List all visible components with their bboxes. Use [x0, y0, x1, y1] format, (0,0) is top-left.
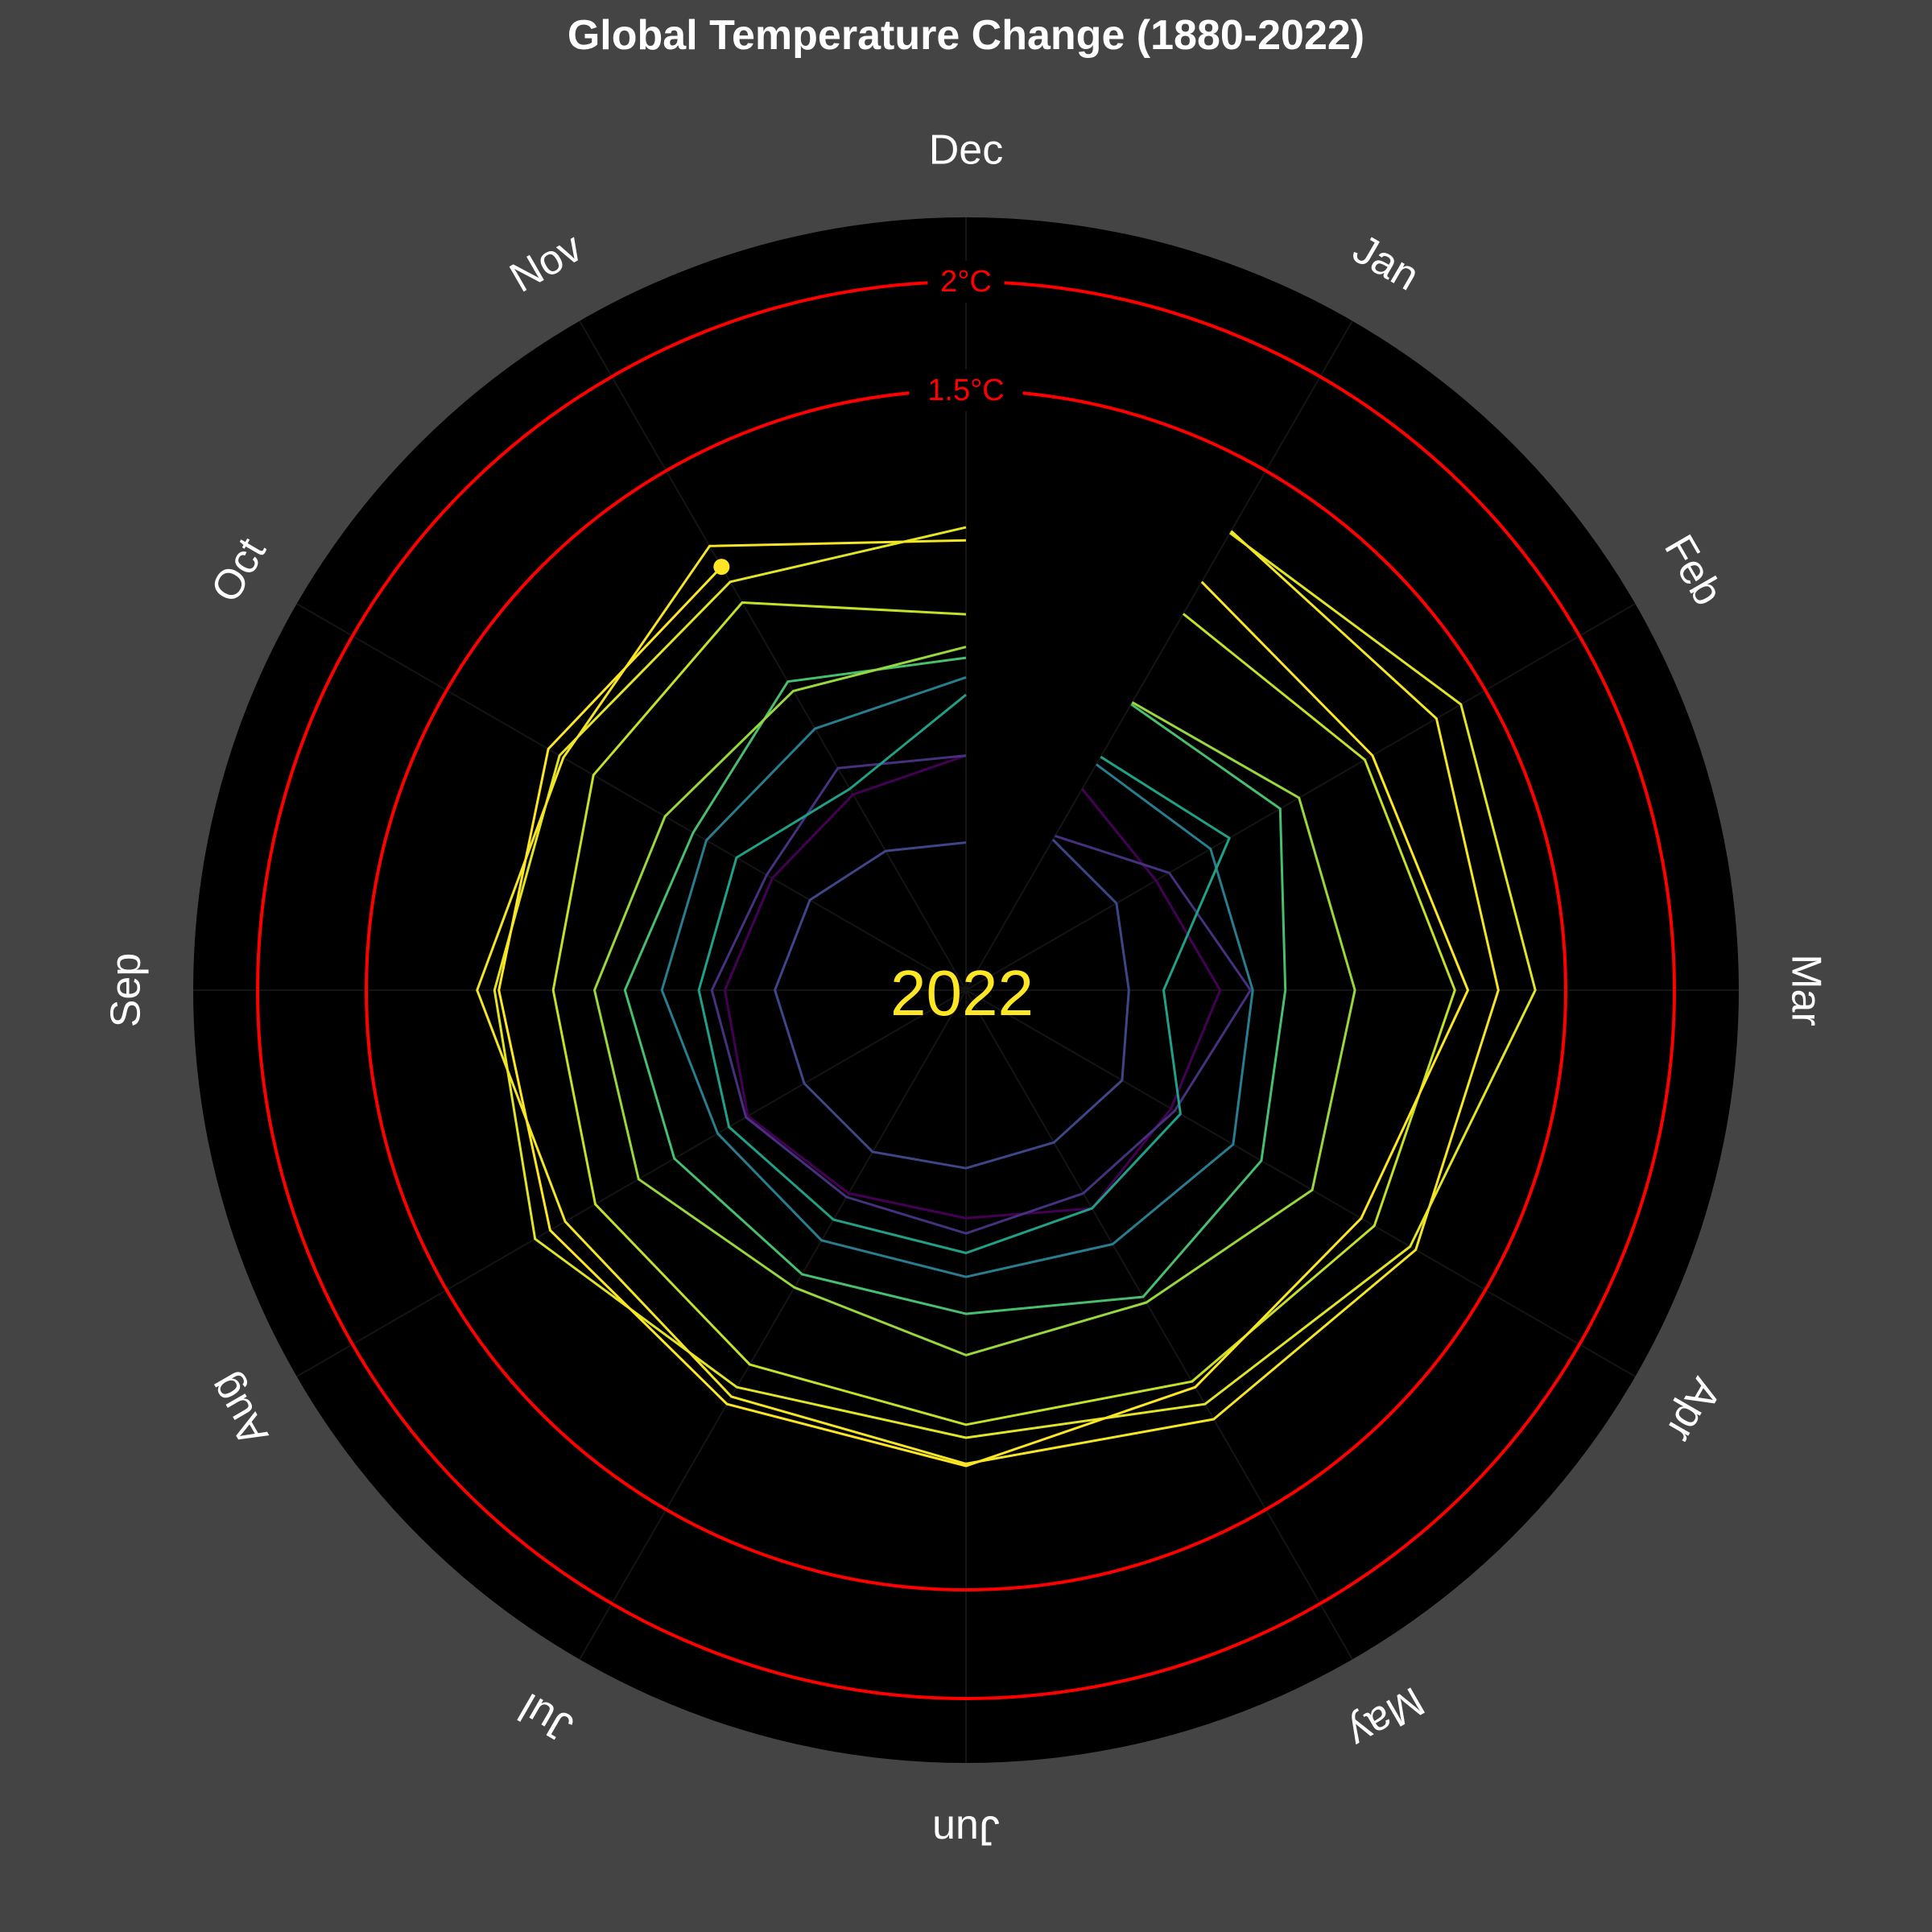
- year-line-2016: [493, 526, 1537, 1439]
- year-line-2020: [476, 530, 1500, 1465]
- current-point-layer: [713, 559, 730, 576]
- current-year-label: 2022: [890, 957, 1034, 1029]
- year-line-1880: [724, 754, 1222, 1220]
- month-label-mar: Mar: [1782, 954, 1829, 1026]
- year-line-1960: [697, 693, 1231, 1254]
- gridline-jan: [965, 320, 1353, 991]
- year-line-2010: [551, 601, 1456, 1426]
- month-gridlines: [193, 217, 1739, 1763]
- ring-label-2c: 2°C: [940, 265, 992, 299]
- reference-rings: 1.5°C 2°C: [256, 261, 1676, 1700]
- gridline-apr: [965, 989, 1636, 1377]
- month-label-nov: Nov: [502, 224, 590, 301]
- year-line-1900: [710, 754, 1252, 1235]
- current-point-marker: [713, 559, 730, 576]
- year-line-2022: [497, 566, 1469, 1468]
- gridline-may: [965, 989, 1353, 1660]
- gridline-nov: [579, 320, 967, 991]
- gridline-aug: [296, 989, 967, 1377]
- ring-label-1-5c: 1.5°C: [927, 374, 1004, 407]
- month-label-feb: Feb: [1655, 527, 1732, 613]
- month-label-sep: Sep: [103, 953, 150, 1028]
- chart-title: Global Temperature Change (1880-2022): [567, 12, 1365, 59]
- month-label-jun: Jun: [932, 1806, 1000, 1853]
- gridline-feb: [965, 603, 1636, 991]
- year-lines: [476, 526, 1537, 1468]
- month-label-aug: Aug: [200, 1366, 277, 1454]
- month-label-dec: Dec: [929, 127, 1003, 174]
- month-label-apr: Apr: [1657, 1370, 1730, 1450]
- year-line-1910: [774, 839, 1130, 1170]
- gridline-oct: [296, 603, 967, 991]
- month-label-may: May: [1340, 1678, 1432, 1757]
- month-label-jul: Jul: [511, 1684, 581, 1751]
- ring-label-bg-2c: [927, 261, 1005, 303]
- gridline-jul: [579, 989, 967, 1660]
- year-line-1980: [623, 656, 1287, 1315]
- year-line-1940: [660, 675, 1254, 1278]
- ring-label-bg-1-5c: [909, 369, 1023, 411]
- year-line-2000: [593, 646, 1356, 1356]
- month-label-oct: Oct: [202, 530, 275, 610]
- month-label-jan: Jan: [1345, 225, 1427, 299]
